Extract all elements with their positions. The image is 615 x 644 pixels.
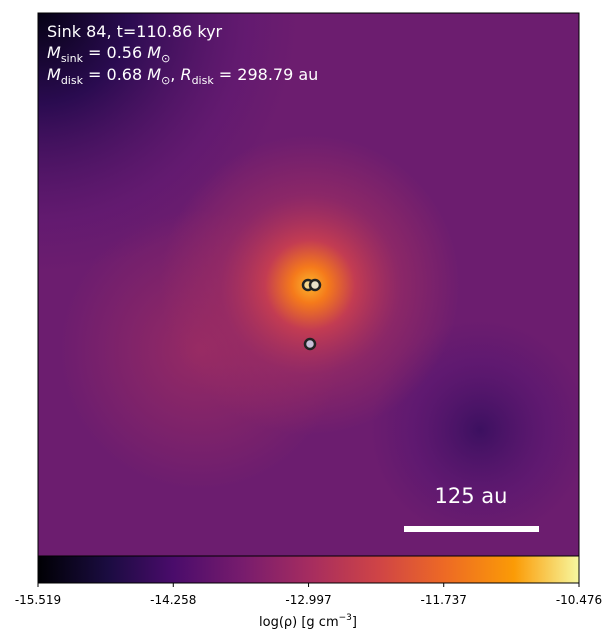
colorbar <box>37 555 580 584</box>
colorbar-label: log(ρ) [g cm−3] <box>259 613 357 630</box>
scale-bar-label: 125 au <box>435 484 508 508</box>
tick-label: -10.476 <box>556 593 602 607</box>
tick-label: -12.997 <box>285 593 331 607</box>
annotation: Mdisk = 0.68 M⊙, Rdisk = 298.79 au <box>47 65 318 87</box>
scale-bar <box>404 526 539 532</box>
annotation: Sink 84, t=110.86 kyr <box>47 22 223 41</box>
tick-label: -11.737 <box>421 593 467 607</box>
tick-label: -15.519 <box>15 593 61 607</box>
sinks <box>301 278 322 351</box>
annotation: Msink = 0.56 M⊙ <box>47 43 170 65</box>
tick-label: -14.258 <box>150 593 196 607</box>
